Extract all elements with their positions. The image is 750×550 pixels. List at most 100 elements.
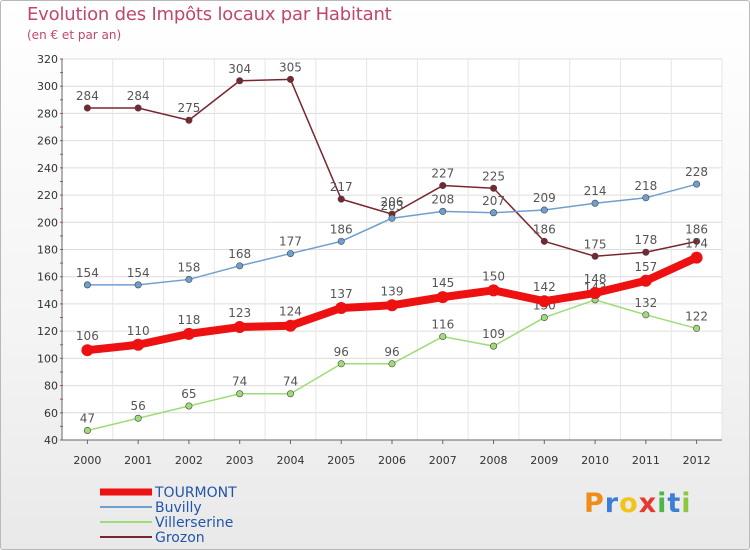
y-tick-label: 240 bbox=[37, 162, 58, 175]
data-point bbox=[84, 105, 90, 111]
x-tick-label: 2008 bbox=[480, 454, 508, 467]
data-label: 158 bbox=[177, 260, 200, 274]
data-point bbox=[490, 185, 496, 191]
data-label: 157 bbox=[634, 260, 657, 274]
data-label: 47 bbox=[80, 411, 95, 425]
data-label: 137 bbox=[330, 287, 353, 301]
legend-label: Buvilly bbox=[155, 500, 202, 516]
data-label: 123 bbox=[228, 306, 251, 320]
data-point bbox=[186, 276, 192, 282]
x-tick-label: 2007 bbox=[429, 454, 457, 467]
data-label: 208 bbox=[431, 192, 454, 206]
data-point bbox=[643, 249, 649, 255]
data-label: 139 bbox=[381, 284, 404, 298]
proxiti-logo: Proxiti bbox=[584, 488, 692, 519]
data-point bbox=[338, 196, 344, 202]
y-tick-label: 300 bbox=[37, 80, 58, 93]
data-label: 109 bbox=[482, 327, 505, 341]
y-tick-label: 260 bbox=[37, 135, 58, 148]
data-label: 228 bbox=[685, 165, 708, 179]
y-tick-label: 320 bbox=[37, 53, 58, 66]
data-label: 74 bbox=[232, 375, 247, 389]
data-point bbox=[490, 343, 496, 349]
data-point bbox=[236, 263, 242, 269]
data-point bbox=[338, 238, 344, 244]
x-tick-label: 2011 bbox=[632, 454, 660, 467]
x-tick-label: 2005 bbox=[327, 454, 355, 467]
y-tick-label: 280 bbox=[37, 107, 58, 120]
data-point bbox=[287, 76, 293, 82]
x-tick-label: 2003 bbox=[226, 454, 254, 467]
data-label: 106 bbox=[76, 329, 99, 343]
data-point bbox=[691, 252, 703, 264]
data-point bbox=[287, 250, 293, 256]
data-label: 150 bbox=[482, 269, 505, 283]
x-tick-label: 2002 bbox=[175, 454, 203, 467]
data-point bbox=[488, 284, 500, 296]
data-label: 116 bbox=[431, 318, 454, 332]
data-label: 65 bbox=[181, 387, 196, 401]
line-chart: 4060801001201401601802002202402602803003… bbox=[0, 0, 750, 550]
data-point bbox=[132, 339, 144, 351]
data-label: 186 bbox=[330, 222, 353, 236]
data-point bbox=[135, 415, 141, 421]
y-tick-label: 80 bbox=[44, 380, 58, 393]
data-label: 154 bbox=[127, 266, 150, 280]
data-point bbox=[84, 427, 90, 433]
data-point bbox=[338, 361, 344, 367]
data-point bbox=[386, 299, 398, 311]
data-label: 284 bbox=[76, 89, 99, 103]
data-point bbox=[538, 295, 550, 307]
data-point bbox=[490, 210, 496, 216]
data-point bbox=[234, 321, 246, 333]
data-label: 227 bbox=[431, 167, 454, 181]
y-tick-label: 220 bbox=[37, 189, 58, 202]
x-tick-label: 2004 bbox=[276, 454, 304, 467]
data-label: 214 bbox=[584, 184, 607, 198]
data-label: 209 bbox=[533, 191, 556, 205]
data-point bbox=[236, 78, 242, 84]
data-label: 203 bbox=[381, 199, 404, 213]
y-tick-label: 120 bbox=[37, 325, 58, 338]
data-label: 174 bbox=[685, 237, 708, 251]
data-label: 118 bbox=[177, 313, 200, 327]
data-label: 186 bbox=[533, 222, 556, 236]
data-label: 154 bbox=[76, 266, 99, 280]
data-label: 142 bbox=[533, 280, 556, 294]
legend-label: TOURMONT bbox=[154, 485, 237, 501]
data-point bbox=[183, 328, 195, 340]
x-tick-label: 2001 bbox=[124, 454, 152, 467]
data-label: 74 bbox=[283, 375, 298, 389]
data-point bbox=[236, 391, 242, 397]
data-point bbox=[186, 117, 192, 123]
data-point bbox=[541, 238, 547, 244]
data-label: 217 bbox=[330, 180, 353, 194]
data-point bbox=[541, 314, 547, 320]
data-label: 96 bbox=[334, 345, 349, 359]
data-label: 132 bbox=[634, 296, 657, 310]
x-tick-label: 2009 bbox=[530, 454, 558, 467]
y-tick-label: 180 bbox=[37, 244, 58, 257]
data-point bbox=[693, 181, 699, 187]
data-point bbox=[592, 200, 598, 206]
data-point bbox=[541, 207, 547, 213]
data-point bbox=[389, 215, 395, 221]
data-point bbox=[287, 391, 293, 397]
data-point bbox=[693, 325, 699, 331]
y-tick-label: 60 bbox=[44, 407, 58, 420]
data-point bbox=[643, 195, 649, 201]
data-point bbox=[284, 320, 296, 332]
data-label: 275 bbox=[177, 101, 200, 115]
data-point bbox=[335, 302, 347, 314]
legend-label: Grozon bbox=[155, 530, 205, 546]
data-point bbox=[589, 287, 601, 299]
data-label: 177 bbox=[279, 235, 302, 249]
x-tick-label: 2000 bbox=[73, 454, 101, 467]
data-label: 56 bbox=[131, 399, 146, 413]
y-tick-label: 40 bbox=[44, 434, 58, 447]
y-tick-label: 160 bbox=[37, 271, 58, 284]
legend-label: Villerserine bbox=[155, 515, 233, 531]
data-label: 225 bbox=[482, 169, 505, 183]
data-point bbox=[440, 208, 446, 214]
data-label: 148 bbox=[584, 272, 607, 286]
